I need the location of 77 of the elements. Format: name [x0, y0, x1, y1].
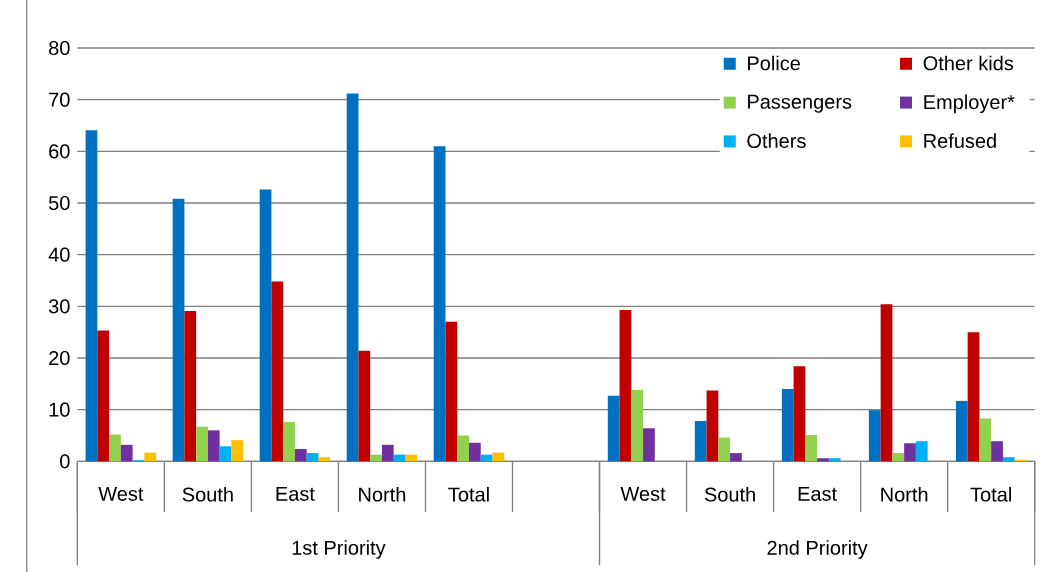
bar	[120, 444, 133, 462]
x-tick-label: West	[98, 486, 144, 501]
bar	[318, 457, 331, 462]
bar	[306, 453, 319, 462]
x-tick-label: East	[798, 486, 837, 501]
bar	[468, 442, 481, 462]
legend-label: Passengers	[748, 94, 852, 113]
bar	[607, 395, 620, 462]
bar	[643, 428, 655, 462]
bar	[358, 350, 371, 462]
x-tick-label: East	[276, 486, 315, 501]
bar	[880, 304, 893, 462]
bar	[346, 93, 359, 462]
bar	[109, 434, 121, 462]
bar	[144, 452, 157, 462]
y-tick-label: 10	[49, 402, 70, 417]
bar	[492, 452, 505, 462]
y-tick-label: 0	[60, 454, 70, 469]
bar	[781, 389, 794, 462]
x-tick-label: West	[620, 486, 666, 501]
bar	[915, 441, 928, 462]
bar	[85, 130, 98, 462]
bar	[892, 453, 905, 462]
y-tick-label: 70	[49, 92, 70, 107]
text: 2nd Priority	[767, 540, 868, 559]
bar	[979, 418, 992, 462]
bar	[207, 430, 220, 462]
legend-label: Police	[748, 55, 800, 71]
legend-label: Others	[747, 133, 806, 148]
bar	[457, 435, 469, 462]
bar	[793, 366, 806, 462]
bar	[706, 390, 719, 462]
bar	[219, 446, 232, 462]
bar	[730, 453, 742, 462]
bar	[196, 426, 208, 462]
x-tick-label: Total	[448, 486, 489, 502]
bar	[97, 330, 110, 462]
bar	[817, 458, 829, 462]
bar	[283, 422, 295, 462]
legend-label: Other kids	[923, 55, 1014, 71]
bar	[271, 281, 284, 462]
bar	[955, 400, 968, 462]
bar	[967, 332, 980, 462]
x-tick-label: South	[704, 486, 755, 502]
bar	[381, 444, 394, 462]
bar	[259, 189, 272, 462]
bar	[718, 437, 731, 462]
y-tick-label: 30	[48, 299, 70, 314]
y-tick-label: 40	[48, 247, 70, 262]
x-tick-label: North	[881, 486, 928, 502]
bar	[172, 198, 185, 462]
x-tick-label: Total	[970, 486, 1011, 502]
bar	[1002, 457, 1015, 462]
bar	[294, 448, 307, 462]
y-tick-label: 60	[49, 144, 70, 159]
bar	[445, 321, 458, 462]
bar	[370, 454, 382, 462]
x-tick-label: South	[182, 486, 233, 502]
bar	[694, 421, 707, 462]
bar	[433, 146, 446, 462]
bar	[805, 434, 818, 462]
x-tick-label: North	[359, 486, 406, 502]
bar	[991, 441, 1003, 462]
y-tick-label: 20	[49, 350, 70, 366]
bar	[184, 310, 197, 462]
bar	[631, 390, 644, 462]
bar	[231, 440, 244, 462]
y-tick-label: 80	[49, 40, 70, 56]
legend-label: Refused	[924, 133, 996, 148]
y-tick-label: 50	[48, 195, 70, 211]
bar	[828, 458, 841, 462]
legend-label: Employer*	[924, 94, 1015, 114]
bar	[904, 443, 916, 462]
bar	[619, 309, 632, 462]
bar	[405, 454, 418, 462]
bar	[868, 410, 881, 462]
text: 1st Priority	[292, 540, 386, 559]
